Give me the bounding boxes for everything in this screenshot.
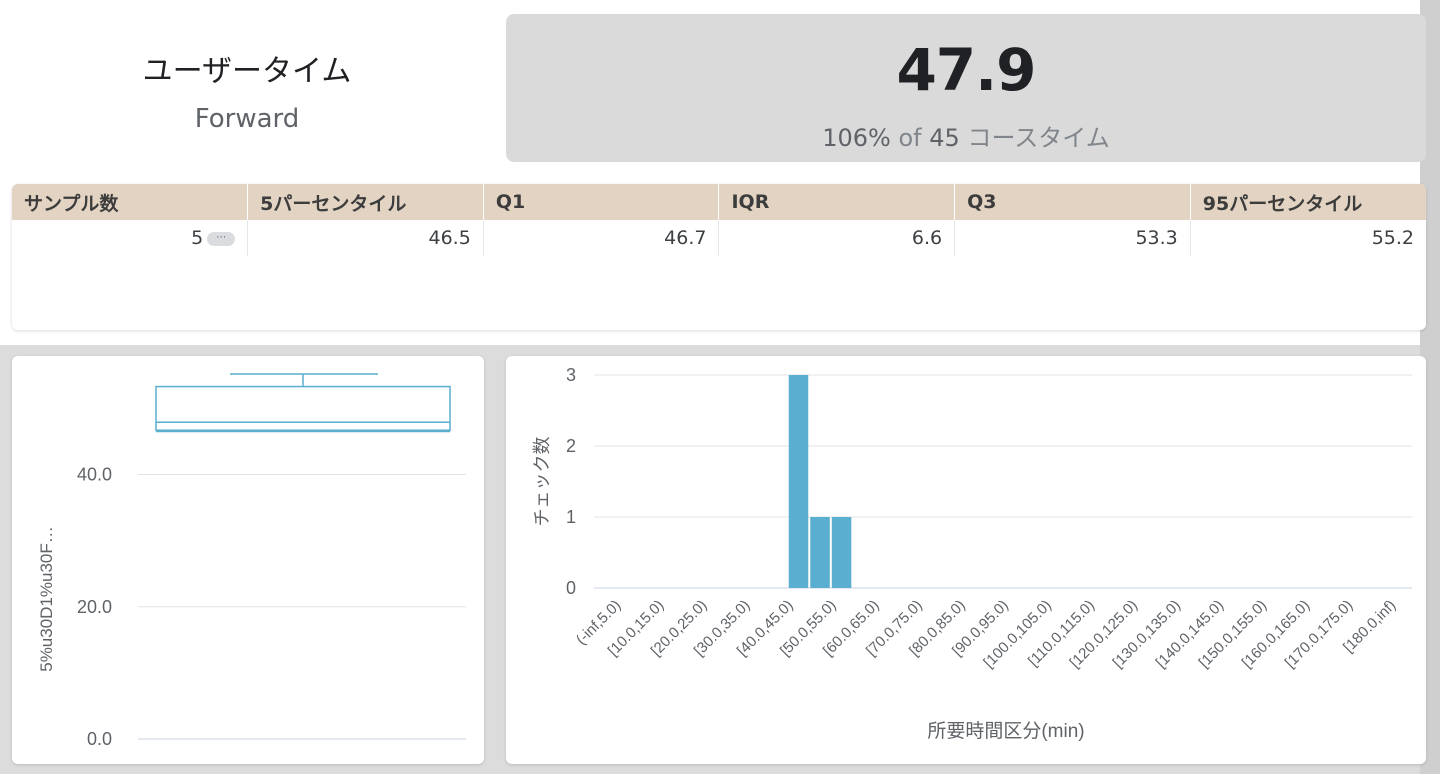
column-header[interactable]: 95パーセンタイル	[1189, 184, 1426, 220]
histogram-bar	[788, 375, 809, 588]
sample-count-value: 5	[191, 227, 204, 249]
y-axis-label: チェック数	[532, 437, 552, 527]
scorecard-value: 47.9	[896, 36, 1036, 104]
direction-subtitle: Forward	[194, 104, 300, 134]
title-block: ユーザータイム Forward	[12, 10, 482, 160]
column-header[interactable]: Q1	[482, 184, 719, 220]
table-cell: 55.2	[1189, 220, 1426, 256]
y-tick-label: 0	[566, 578, 576, 598]
histogram-chart[interactable]: 0123チェック数(-inf,5.0)[10.0,15.0)[20.0,25.0…	[506, 356, 1426, 764]
table-cell: 46.5	[247, 220, 484, 256]
table-row: 5 ⋯ 46.5 46.7 6.6 53.3 55.2	[12, 220, 1426, 256]
column-header[interactable]: IQR	[718, 184, 955, 220]
y-tick-label: 0.0	[87, 729, 112, 749]
box-iqr	[155, 385, 451, 431]
histogram-bar	[831, 517, 852, 588]
comparison-base: 45	[929, 124, 960, 152]
table-cell: 6.6	[718, 220, 955, 256]
boxplot-panel: 0.0 20.0 40.0 5%u30D1%u30F…	[12, 356, 484, 764]
y-tick-label: 3	[566, 365, 576, 385]
table-cell-sample-count: 5 ⋯	[12, 220, 248, 256]
histogram-bar	[810, 517, 830, 588]
boxplot-chart[interactable]: 0.0 20.0 40.0 5%u30D1%u30F…	[12, 356, 484, 764]
x-axis-label: 所要時間区分(min)	[927, 720, 1084, 742]
y-tick-label: 20.0	[77, 597, 112, 617]
column-header[interactable]: サンプル数	[12, 184, 248, 220]
scorecard-comparison: 106% of 45 コースタイム	[506, 118, 1426, 153]
column-header[interactable]: Q3	[954, 184, 1191, 220]
table-cell: 53.3	[954, 220, 1191, 256]
y-tick-label: 40.0	[77, 465, 112, 485]
table-header-row: サンプル数 5パーセンタイル Q1 IQR Q3 95パーセンタイル	[12, 184, 1426, 220]
stats-table: サンプル数 5パーセンタイル Q1 IQR Q3 95パーセンタイル 5 ⋯ 46…	[12, 184, 1426, 256]
stats-table-card: サンプル数 5パーセンタイル Q1 IQR Q3 95パーセンタイル 5 ⋯ 46…	[12, 184, 1426, 330]
column-header[interactable]: 5パーセンタイル	[247, 184, 484, 220]
comparison-of: of	[898, 124, 922, 152]
y-tick-label: 1	[566, 507, 576, 527]
y-axis-label: 5%u30D1%u30F…	[37, 526, 56, 672]
table-cell: 46.7	[482, 220, 719, 256]
more-options-chip[interactable]: ⋯	[207, 231, 236, 246]
comparison-base-label: コースタイム	[967, 124, 1110, 152]
y-tick-label: 2	[566, 436, 576, 456]
histogram-panel: 0 1 2 3 チェック数 (-inf,5.0) [10.0,15.0) [20.0,25.0…	[506, 356, 1426, 764]
scorecard: 47.9 106% of 45 コースタイム	[506, 14, 1426, 162]
page-title: ユーザータイム	[142, 54, 352, 89]
comparison-percent: 106%	[822, 124, 891, 152]
